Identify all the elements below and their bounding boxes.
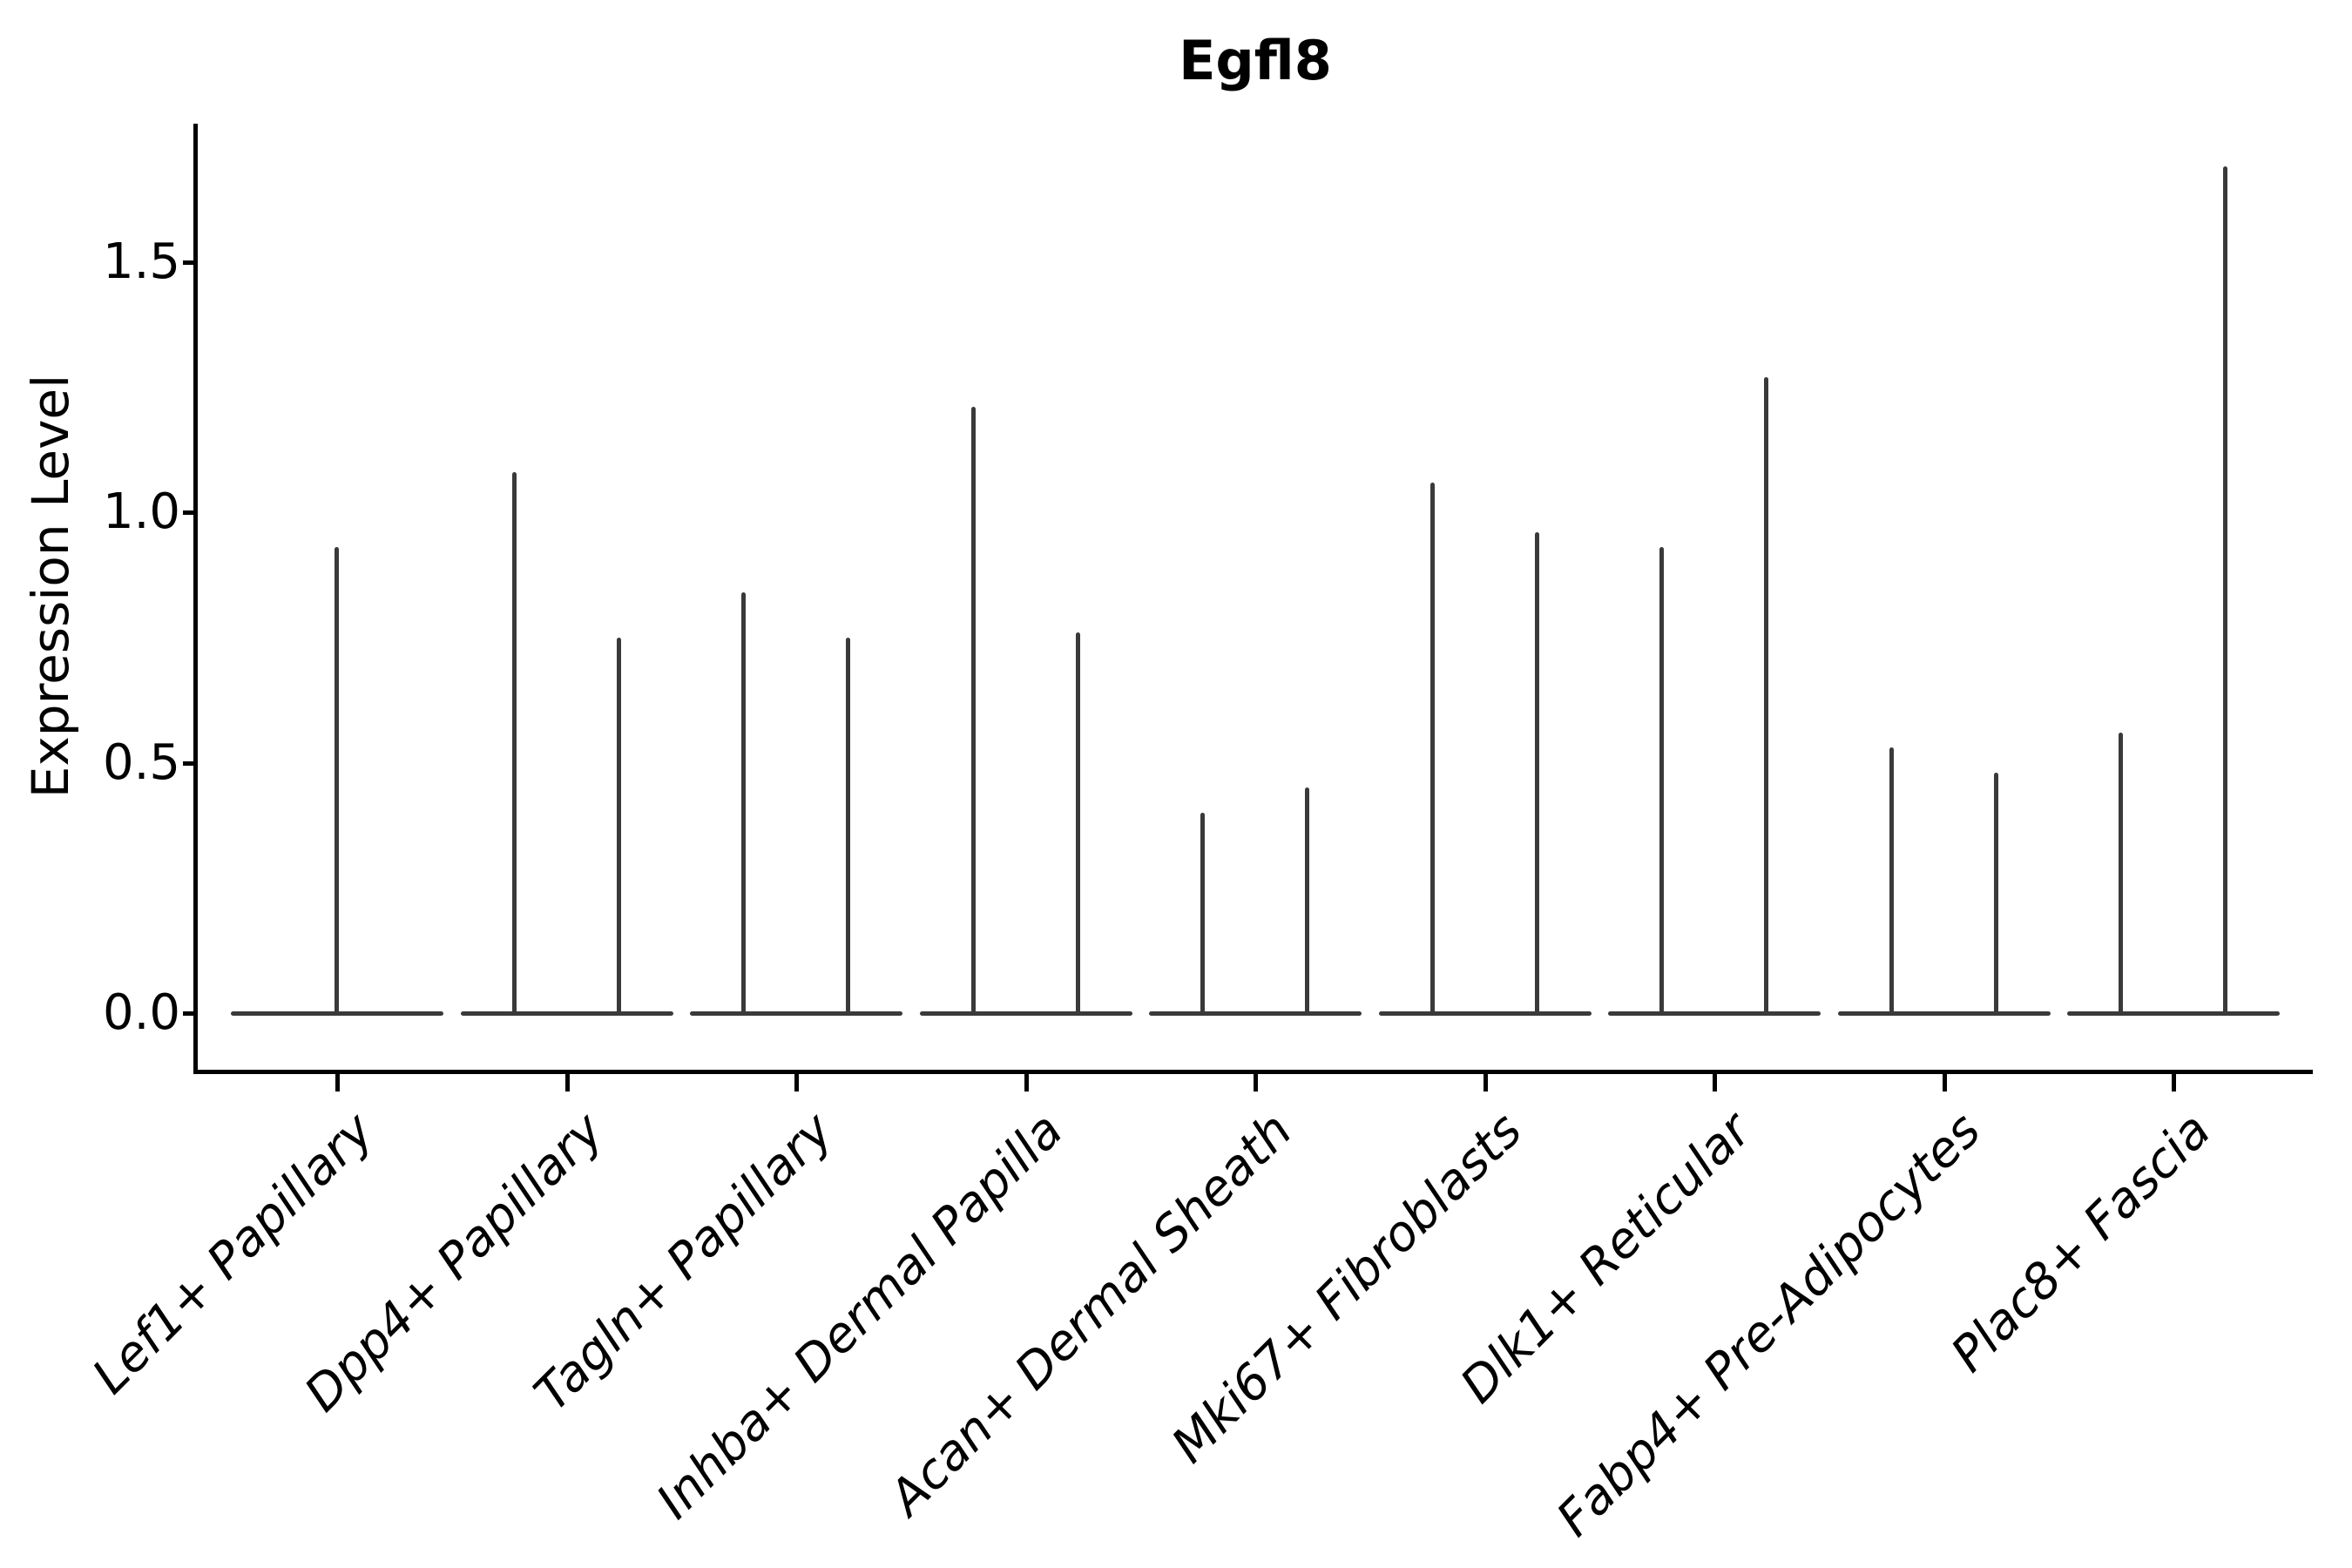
y-axis-line bbox=[193, 124, 198, 1074]
violin-spike bbox=[1534, 532, 1539, 1015]
y-tick-mark bbox=[183, 260, 198, 265]
x-tick-label: Fabp4+ Pre-Adipocytes bbox=[1546, 1102, 1992, 1548]
violin-baseline bbox=[1149, 1011, 1362, 1016]
violin-spike bbox=[1075, 632, 1080, 1015]
y-tick-mark bbox=[183, 1011, 198, 1016]
violin-baseline bbox=[1608, 1011, 1821, 1016]
y-tick-label: 0.5 bbox=[102, 733, 180, 791]
y-tick-mark bbox=[183, 510, 198, 515]
violin-baseline bbox=[2067, 1011, 2280, 1016]
violin-baseline bbox=[690, 1011, 902, 1016]
x-tick-label: Inhba+ Dermal Papilla bbox=[645, 1102, 1074, 1531]
violin-spike bbox=[970, 407, 976, 1015]
x-tick-mark bbox=[335, 1072, 340, 1092]
violin-spike bbox=[616, 637, 621, 1015]
x-tick-mark bbox=[564, 1072, 570, 1092]
violin-spike bbox=[1889, 747, 1894, 1015]
y-tick-label: 0.0 bbox=[102, 984, 180, 1041]
y-tick-label: 1.5 bbox=[102, 233, 180, 290]
violin-spike bbox=[1429, 482, 1435, 1015]
violin-spike bbox=[741, 592, 746, 1015]
violin-spike bbox=[846, 637, 850, 1015]
x-tick-mark bbox=[1713, 1072, 1717, 1092]
x-tick-mark bbox=[1254, 1072, 1258, 1092]
y-tick-mark bbox=[183, 760, 198, 766]
x-tick-mark bbox=[1942, 1072, 1947, 1092]
violin-baseline bbox=[1837, 1011, 2051, 1016]
x-tick-mark bbox=[794, 1072, 799, 1092]
violin-spike bbox=[1200, 813, 1205, 1015]
violin-spike bbox=[1305, 787, 1309, 1015]
y-tick-label: 1.0 bbox=[102, 483, 180, 540]
violin-spike bbox=[2223, 166, 2227, 1015]
violin-spike bbox=[1993, 773, 1998, 1015]
x-tick-mark bbox=[1024, 1072, 1029, 1092]
violin-baseline bbox=[460, 1011, 673, 1016]
x-tick-mark bbox=[2172, 1072, 2176, 1092]
violin-spike bbox=[2119, 733, 2123, 1015]
violin-spike bbox=[511, 472, 517, 1015]
violin-spike bbox=[335, 547, 339, 1015]
violin-baseline bbox=[919, 1011, 1132, 1016]
x-tick-mark bbox=[1483, 1072, 1488, 1092]
x-axis-line bbox=[193, 1070, 2313, 1074]
violin-spike bbox=[1764, 376, 1768, 1015]
violin-baseline bbox=[1378, 1011, 1592, 1016]
chart-title: Egfl8 bbox=[1179, 29, 1332, 92]
violin-spike bbox=[1659, 547, 1664, 1015]
x-tick-label: Acan+ Dermal Sheath bbox=[879, 1102, 1304, 1527]
y-axis-label: Expression Level bbox=[21, 374, 80, 799]
